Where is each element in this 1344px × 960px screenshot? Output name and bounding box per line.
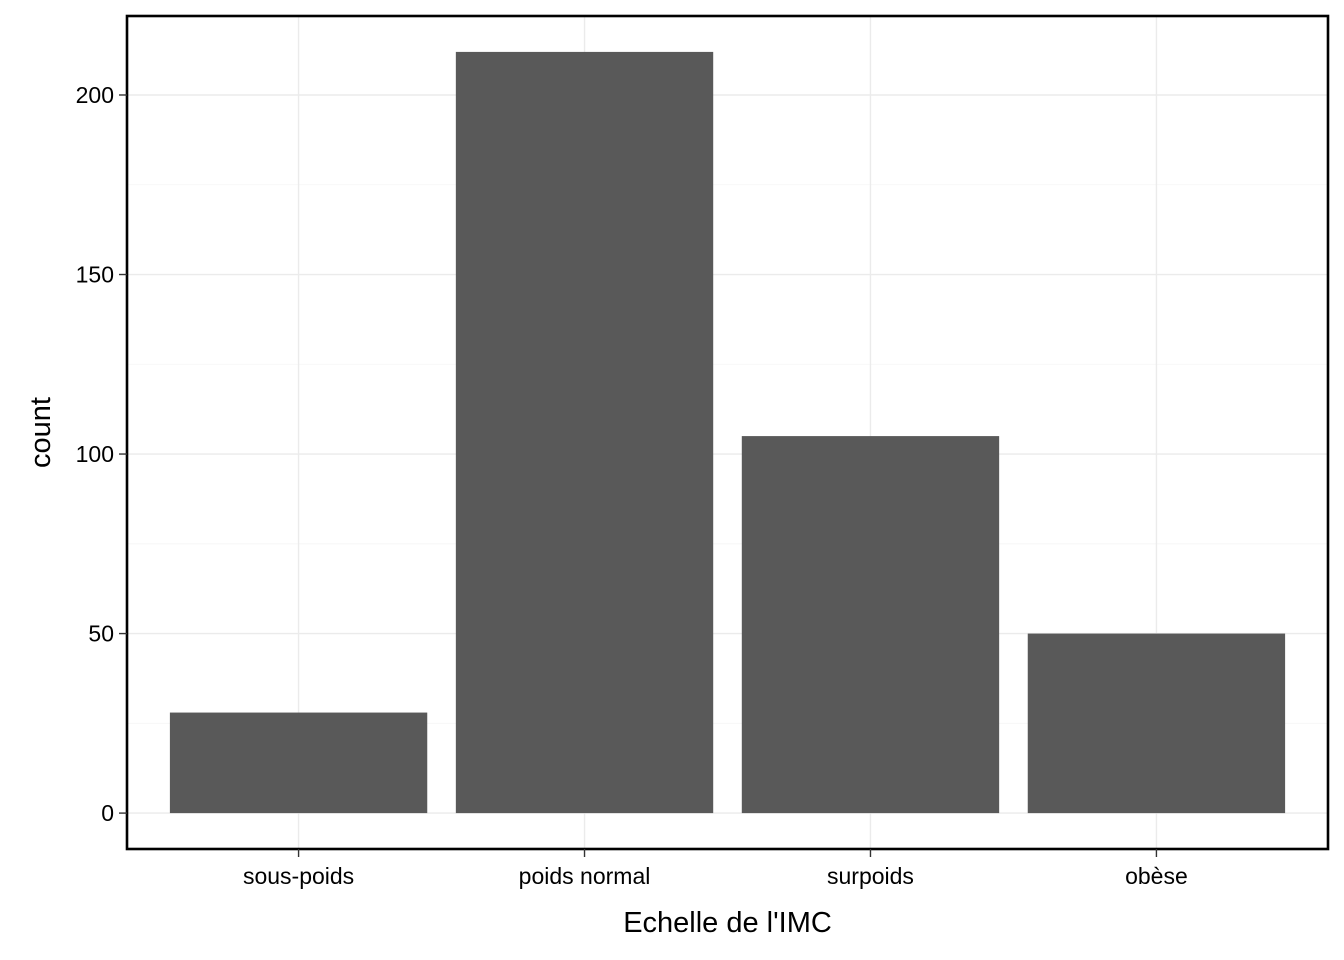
y-tick-label: 50 [88,621,114,647]
x-tick-label: obèse [1125,863,1188,889]
bars [169,51,1286,814]
axis-ticks [119,94,1158,857]
y-tick-label: 0 [101,800,114,826]
bar-sous-poids [169,712,428,814]
x-tick-label: sous-poids [243,863,354,889]
x-tick-labels: sous-poids poids normal surpoids obèse [243,863,1188,889]
bar-surpoids [741,436,1000,814]
y-axis-title: count [25,397,57,468]
y-tick-label: 100 [76,441,114,467]
x-axis-title: Echelle de l'IMC [623,907,832,939]
panel-border [125,14,1330,851]
y-tick-labels: 0 50 100 150 200 [76,82,114,826]
bar-obèse [1027,633,1286,814]
y-tick-label: 150 [76,262,114,288]
bar-poids-normal [455,51,714,814]
x-tick-label: surpoids [827,863,914,889]
x-tick-label: poids normal [519,863,651,889]
y-tick-label: 200 [76,82,114,108]
